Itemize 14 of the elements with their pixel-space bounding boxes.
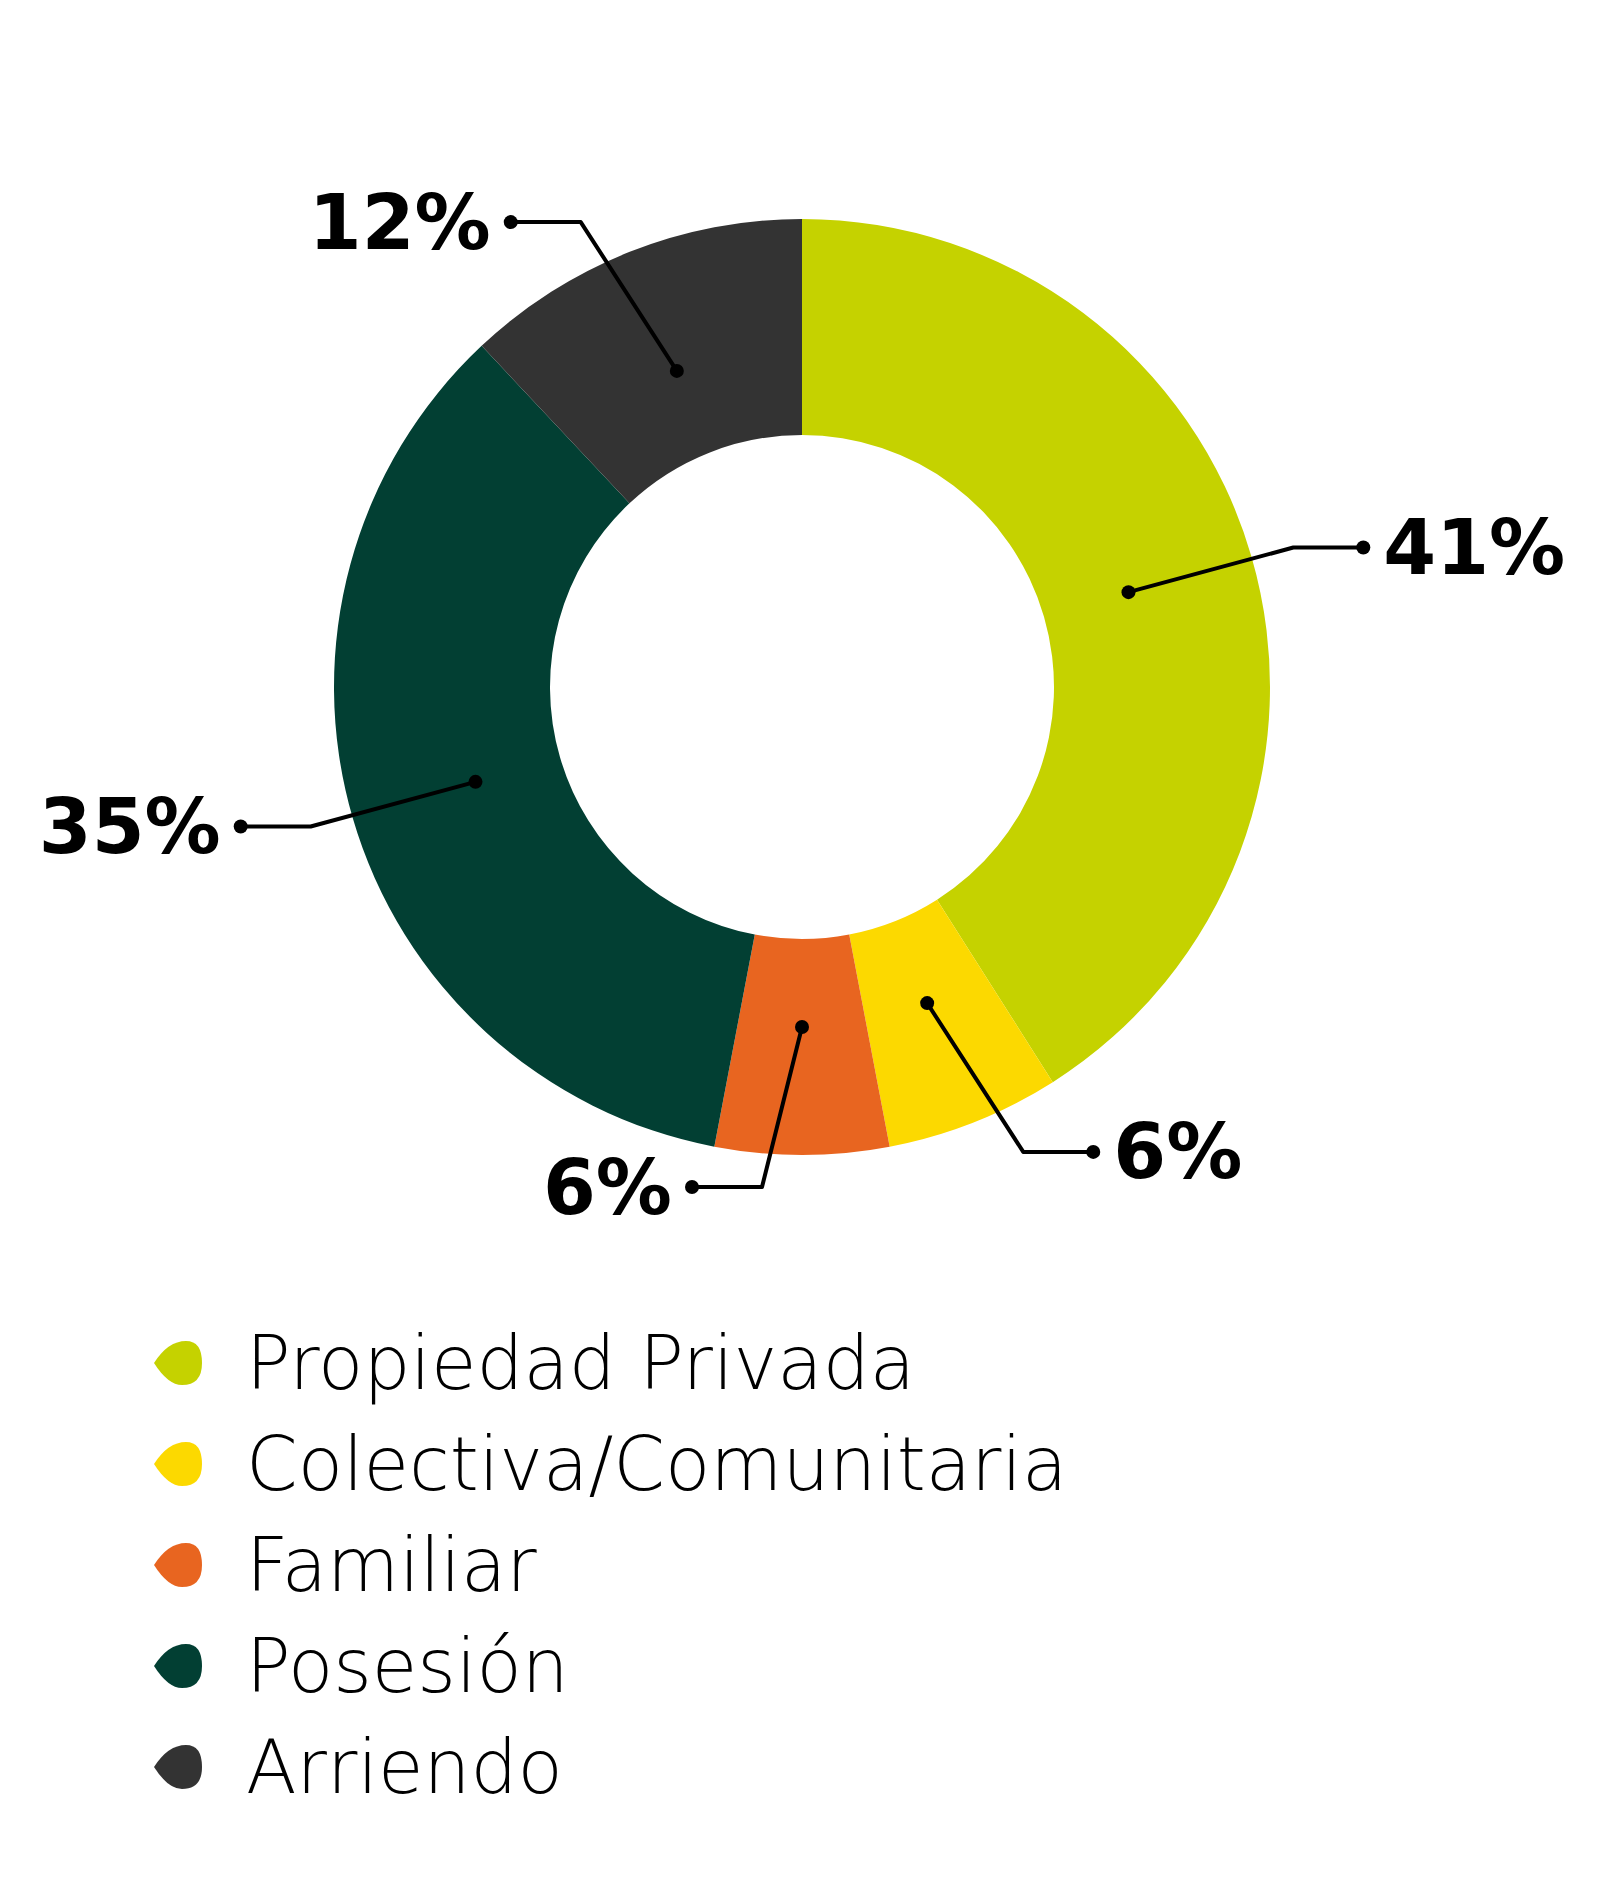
legend-label: Posesión — [246, 1622, 569, 1709]
data-label: 6% — [1113, 1107, 1243, 1197]
legend-label: Propiedad Privada — [246, 1319, 916, 1406]
donut-slice — [802, 219, 1270, 1083]
legend-label: Familiar — [246, 1521, 538, 1608]
legend-label: Colectiva/Comunitaria — [246, 1420, 1068, 1507]
data-label: 6% — [542, 1142, 672, 1232]
data-label: 35% — [38, 782, 221, 872]
data-label: 12% — [308, 177, 491, 267]
donut-slice — [334, 345, 755, 1147]
legend-label: Arriendo — [246, 1723, 563, 1810]
donut-slice — [714, 934, 890, 1155]
data-label: 41% — [1383, 503, 1566, 593]
donut-slice — [849, 899, 1053, 1147]
